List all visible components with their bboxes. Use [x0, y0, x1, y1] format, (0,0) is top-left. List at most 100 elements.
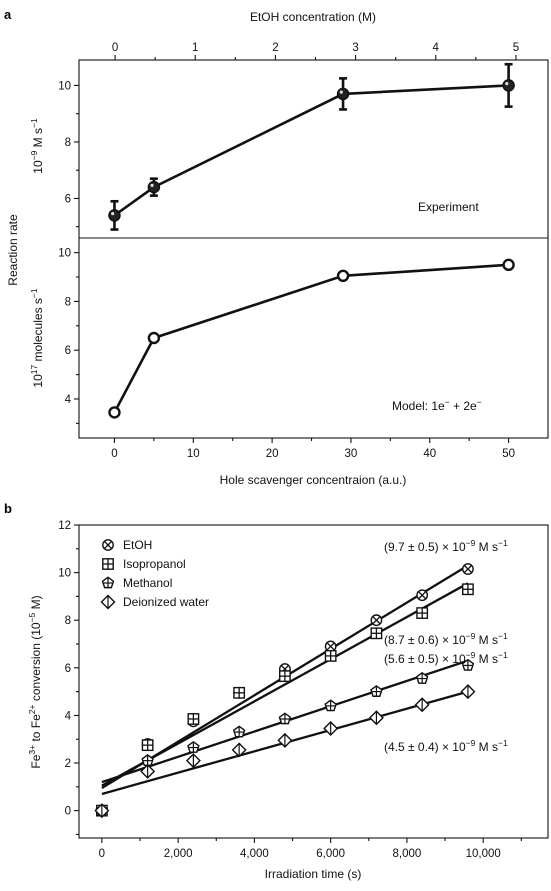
panel-b-xlabel: Irradiation time (s): [265, 867, 362, 881]
panel-b-legend: EtOH Isopropanol Methanol Deionized water: [100, 538, 209, 610]
bottom-tick-label: 50: [502, 448, 515, 460]
panel-b-frame: [78, 524, 549, 839]
point-isopropanol: [233, 686, 246, 699]
lower-y-tick-label: 8: [65, 296, 71, 308]
point-methanol: [278, 712, 292, 725]
point-isopropanol: [370, 627, 383, 640]
b-y-tick-label: 8: [65, 615, 71, 627]
b-y-tick-label: 10: [58, 568, 71, 580]
legend-label-deionized-water: Deionized water: [123, 595, 209, 609]
point-etoh: [416, 589, 429, 602]
point-isopropanol: [416, 607, 429, 619]
top-tick-label: 4: [433, 42, 440, 54]
bottom-tick-label: 0: [111, 448, 117, 460]
point-isopropanol: [324, 650, 337, 662]
experiment-annotation: Experiment: [418, 200, 479, 214]
b-x-tick-label: 4,000: [240, 848, 269, 860]
lower-y-tick-label: 10: [58, 248, 71, 260]
point-methanol: [461, 658, 475, 671]
point-deionized-water: [460, 684, 476, 700]
bottom-tick-label: 30: [345, 448, 358, 460]
b-y-tick-label: 2: [65, 758, 71, 770]
point-deionized-water: [368, 710, 384, 726]
experiment-point: [336, 87, 350, 101]
point-methanol: [370, 685, 383, 697]
panel-b-label: b: [4, 501, 12, 516]
legend-label-etoh: EtOH: [123, 538, 152, 552]
lower-y-tick-label: 4: [65, 394, 72, 406]
lower-y-tick-label: 6: [65, 345, 71, 357]
b-y-tick-label: 12: [58, 520, 71, 532]
fit-line-isopropanol: [101, 582, 469, 787]
legend-marker-deionized-water: [100, 594, 116, 610]
rate-label-methanol: (5.6 ± 0.5) × 10−9 M s−1: [384, 650, 508, 666]
b-x-tick-label: 2,000: [164, 848, 193, 860]
bottom-tick-label: 40: [423, 448, 436, 460]
panel-a-frame: [78, 59, 549, 439]
point-deionized-water: [414, 697, 430, 713]
experiment-point-highlight: [339, 90, 343, 94]
experiment-point-highlight: [150, 183, 154, 187]
point-isopropanol: [279, 670, 291, 683]
rate-label-water: (4.5 ± 0.4) × 10−9 M s−1: [384, 738, 508, 754]
top-tick-label: 3: [352, 42, 358, 54]
panel-a-lower-ylabel: 1017 molecules s−1: [29, 288, 45, 387]
panel-b-ylabel: Fe3+ to Fe2+ conversion (10−5 M): [27, 595, 43, 768]
model-point: [336, 269, 350, 283]
point-methanol: [187, 740, 200, 753]
experiment-line: [113, 84, 509, 217]
b-y-tick-label: 4: [65, 710, 72, 722]
bottom-tick-label: 20: [266, 448, 279, 460]
panel-a-top-axis-label: EtOH concentration (M): [250, 10, 376, 24]
panel-b-y-axis: 0 2 4 6 8 10 12: [58, 520, 79, 835]
model-point: [147, 331, 161, 345]
panel-a-bottom-axis: 0 10 20 30 40 50: [111, 438, 515, 460]
point-deionized-water: [94, 803, 110, 819]
point-methanol: [232, 725, 246, 738]
model-point: [108, 406, 121, 419]
panel-b-points: [94, 563, 476, 819]
point-deionized-water: [140, 763, 156, 779]
experiment-point-highlight: [111, 211, 115, 216]
point-methanol: [324, 699, 337, 712]
experiment-point: [108, 209, 121, 222]
top-tick-label: 1: [192, 42, 198, 54]
b-x-tick-label: 8,000: [393, 848, 422, 860]
point-isopropanol: [462, 583, 474, 596]
model-annotation: Model: 1e− + 2e−: [392, 397, 482, 413]
panel-b-x-axis: 0 2,000 4,000 6,000 8,000 10,000: [99, 838, 522, 860]
point-isopropanol: [187, 713, 200, 725]
panel-a-upper-ylabel: 10−9 M s−1: [29, 118, 45, 174]
rate-label-etoh: (9.7 ± 0.5) × 10−9 M s−1: [384, 538, 508, 554]
b-x-tick-label: 6,000: [316, 848, 345, 860]
upper-y-tick-label: 10: [58, 80, 71, 92]
panel-a-shared-ylabel: Reaction rate: [6, 214, 20, 286]
top-tick-label: 5: [513, 42, 519, 54]
panel-a-upper-plot: [108, 62, 515, 231]
point-deionized-water: [185, 753, 201, 769]
panel-a-top-axis: 0 1 2 3 4 5: [112, 42, 519, 60]
legend-marker-isopropanol: [102, 558, 114, 570]
point-etoh: [370, 614, 383, 627]
experiment-point: [502, 79, 515, 92]
point-deionized-water: [323, 721, 339, 736]
top-tick-label: 0: [112, 42, 118, 54]
point-isopropanol: [141, 739, 154, 752]
experiment-point: [147, 180, 161, 194]
legend-marker-methanol: [101, 576, 115, 589]
panel-a-label: a: [4, 7, 12, 22]
model-line: [113, 263, 509, 413]
legend-marker-etoh: [102, 539, 114, 551]
point-deionized-water: [277, 732, 293, 748]
legend-label-methanol: Methanol: [123, 576, 172, 590]
panel-a-lower-plot: [108, 258, 515, 419]
b-y-tick-label: 0: [65, 806, 71, 818]
point-deionized-water: [231, 742, 247, 758]
upper-y-tick-label: 6: [65, 193, 71, 205]
rate-label-isopropanol: (8.7 ± 0.6) × 10−9 M s−1: [384, 631, 508, 647]
model-point: [502, 258, 515, 272]
top-tick-label: 2: [272, 42, 278, 54]
panel-a-xlabel: Hole scavenger concentraion (a.u.): [220, 473, 407, 487]
experiment-point-highlight: [505, 82, 509, 86]
